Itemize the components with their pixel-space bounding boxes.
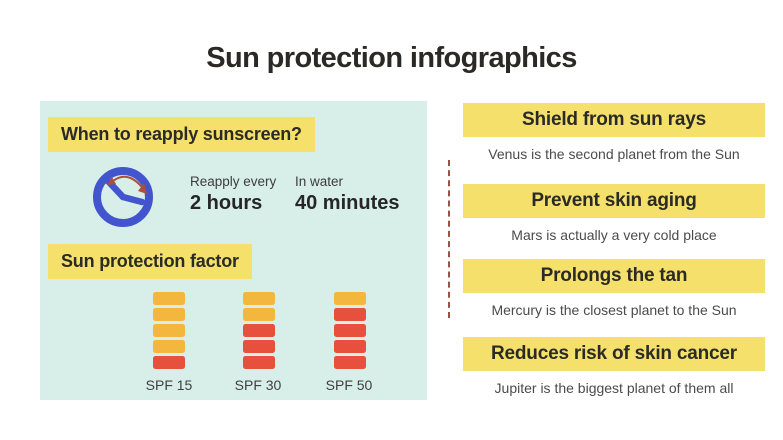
benefit-item: Prevent skin aging Mars is actually a ve… xyxy=(463,184,765,243)
in-water-label: In water xyxy=(295,174,344,189)
spf50-bar-stack xyxy=(334,292,366,369)
spf-segment-yellow xyxy=(243,292,275,305)
spf-segment-yellow xyxy=(334,292,366,305)
reapply-heading: When to reapply sunscreen? xyxy=(48,117,315,152)
clockwise-arrow-icon xyxy=(107,175,147,194)
benefit-description: Jupiter is the biggest planet of them al… xyxy=(494,380,734,396)
left-panel: When to reapply sunscreen? Reapply every… xyxy=(40,101,427,400)
spf15-bar-stack xyxy=(153,292,185,369)
spf-segment-yellow xyxy=(153,292,185,305)
spf-heading: Sun protection factor xyxy=(48,244,252,279)
spf30-bar-stack xyxy=(243,292,275,369)
reapply-label: Reapply every xyxy=(190,174,277,189)
spf30-label: SPF 30 xyxy=(234,377,282,393)
in-water-value: 40 minutes xyxy=(295,192,400,214)
benefit-item: Reduces risk of skin cancer Jupiter is t… xyxy=(463,337,765,396)
benefit-item: Prolongs the tan Mercury is the closest … xyxy=(463,259,765,318)
page-title: Sun protection infographics xyxy=(206,42,577,74)
benefit-item: Shield from sun rays Venus is the second… xyxy=(463,103,765,162)
reapply-value: 2 hours xyxy=(190,192,263,214)
spf-segment-red xyxy=(243,340,275,353)
spf-segment-red xyxy=(153,356,185,369)
spf15-label: SPF 15 xyxy=(145,377,193,393)
spf50-label: SPF 50 xyxy=(325,377,373,393)
spf-segment-yellow xyxy=(153,308,185,321)
spf-segment-red xyxy=(334,324,366,337)
benefit-title: Reduces risk of skin cancer xyxy=(463,337,765,371)
benefit-description: Mercury is the closest planet to the Sun xyxy=(491,302,737,318)
spf-segment-red xyxy=(334,356,366,369)
spf-segment-red xyxy=(243,324,275,337)
spf-segment-yellow xyxy=(243,308,275,321)
spf-segment-red xyxy=(334,308,366,321)
dashed-divider xyxy=(448,160,450,318)
benefit-description: Mars is actually a very cold place xyxy=(511,227,717,243)
benefit-title: Shield from sun rays xyxy=(463,103,765,137)
benefit-title: Prolongs the tan xyxy=(463,259,765,293)
benefit-description: Venus is the second planet from the Sun xyxy=(488,146,740,162)
spf-segment-red xyxy=(334,340,366,353)
spf-segment-yellow xyxy=(153,324,185,337)
benefit-title: Prevent skin aging xyxy=(463,184,765,218)
spf-segment-yellow xyxy=(153,340,185,353)
spf-segment-red xyxy=(243,356,275,369)
clock-icon xyxy=(93,167,153,227)
